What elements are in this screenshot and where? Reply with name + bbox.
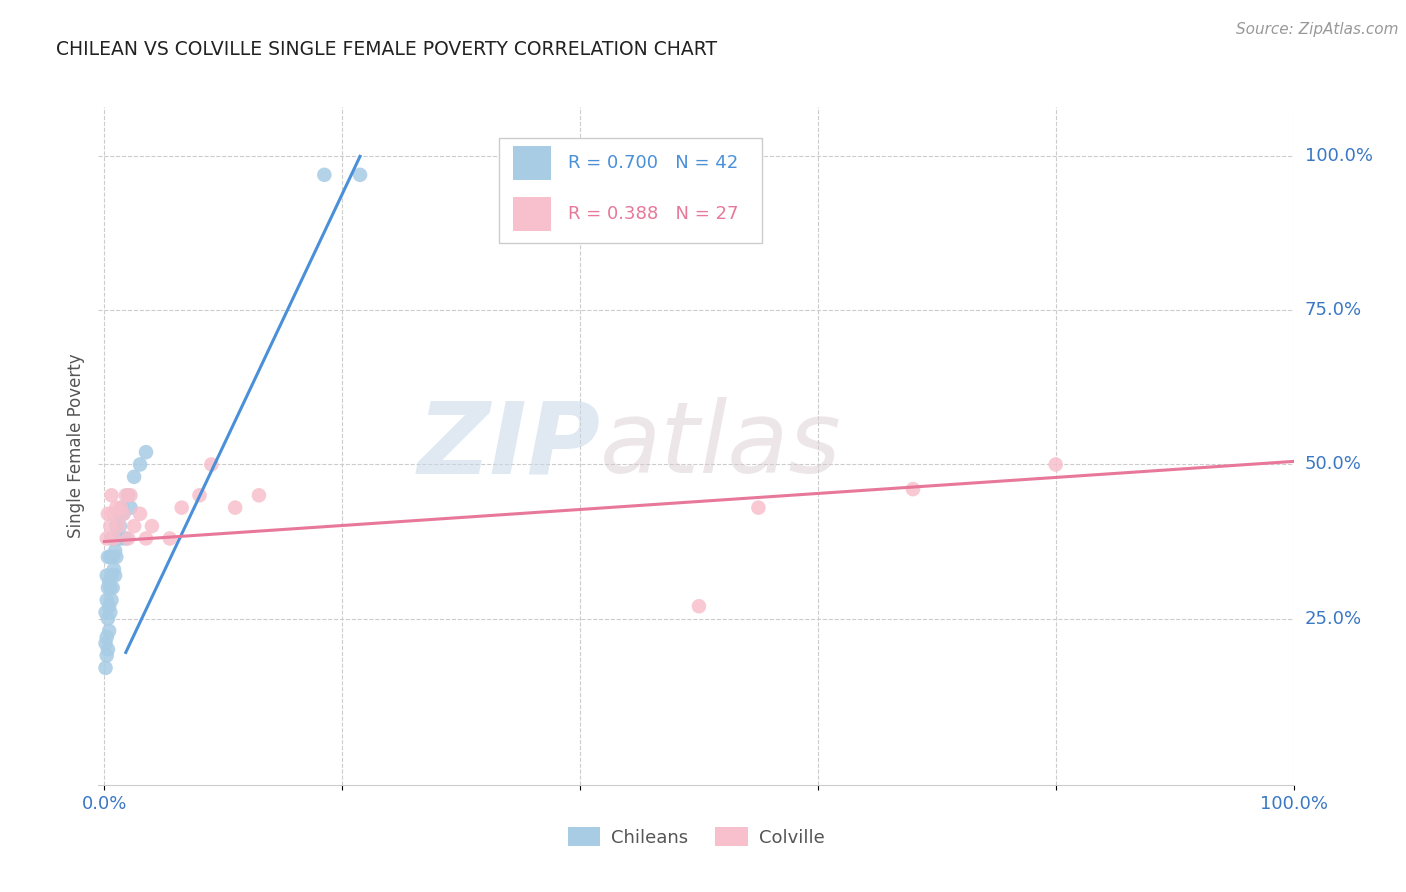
Point bbox=[349, 168, 371, 182]
Point bbox=[114, 488, 136, 502]
Y-axis label: Single Female Poverty: Single Female Poverty bbox=[67, 354, 86, 538]
Point bbox=[111, 500, 134, 515]
Point bbox=[105, 549, 128, 564]
Point bbox=[98, 519, 121, 533]
Point bbox=[100, 568, 122, 582]
Point bbox=[97, 549, 120, 564]
Point bbox=[94, 636, 117, 650]
Point bbox=[688, 599, 710, 614]
Point bbox=[141, 519, 163, 533]
Point bbox=[188, 488, 211, 502]
Point bbox=[101, 549, 124, 564]
Point bbox=[247, 488, 270, 502]
Text: ZIP: ZIP bbox=[418, 398, 600, 494]
Point bbox=[108, 519, 131, 533]
Point bbox=[110, 532, 132, 546]
Point bbox=[117, 488, 139, 502]
Point bbox=[97, 507, 120, 521]
Point bbox=[100, 593, 122, 607]
Point bbox=[103, 562, 125, 576]
FancyBboxPatch shape bbox=[499, 137, 762, 243]
Point bbox=[100, 532, 122, 546]
Point bbox=[96, 593, 118, 607]
Text: Source: ZipAtlas.com: Source: ZipAtlas.com bbox=[1236, 22, 1399, 37]
Point bbox=[112, 507, 135, 521]
Point bbox=[200, 458, 222, 472]
Point bbox=[1045, 458, 1067, 472]
Point bbox=[105, 500, 128, 515]
Point bbox=[112, 507, 135, 521]
Point bbox=[94, 661, 117, 675]
Point bbox=[96, 648, 118, 663]
Point bbox=[98, 599, 121, 614]
Point bbox=[747, 500, 769, 515]
Point bbox=[107, 532, 129, 546]
Point bbox=[110, 500, 132, 515]
Text: atlas: atlas bbox=[600, 398, 842, 494]
Point bbox=[100, 488, 122, 502]
Point bbox=[314, 168, 336, 182]
Point bbox=[98, 606, 121, 620]
Bar bbox=[513, 146, 551, 180]
Text: R = 0.388   N = 27: R = 0.388 N = 27 bbox=[568, 205, 738, 223]
Point bbox=[135, 445, 157, 459]
Text: 25.0%: 25.0% bbox=[1305, 609, 1362, 628]
Point bbox=[98, 581, 121, 595]
Point bbox=[98, 624, 121, 638]
Point bbox=[101, 507, 124, 521]
Point bbox=[135, 532, 157, 546]
Point bbox=[96, 568, 118, 582]
Point bbox=[97, 642, 120, 657]
Point bbox=[97, 581, 120, 595]
Point bbox=[104, 568, 127, 582]
Point bbox=[97, 611, 120, 625]
Point bbox=[103, 532, 125, 546]
Text: 75.0%: 75.0% bbox=[1305, 301, 1362, 319]
Point bbox=[94, 606, 117, 620]
Point bbox=[98, 549, 121, 564]
Point bbox=[901, 482, 924, 496]
Point bbox=[96, 532, 118, 546]
Point bbox=[98, 574, 121, 589]
Point bbox=[224, 500, 246, 515]
Point bbox=[105, 519, 128, 533]
Point bbox=[101, 581, 124, 595]
Text: 50.0%: 50.0% bbox=[1305, 456, 1361, 474]
Point bbox=[103, 532, 125, 546]
Point bbox=[114, 532, 136, 546]
Point bbox=[120, 488, 142, 502]
Bar bbox=[513, 197, 551, 231]
Point bbox=[104, 543, 127, 558]
Text: 100.0%: 100.0% bbox=[1305, 147, 1372, 165]
Point bbox=[107, 507, 129, 521]
Point bbox=[170, 500, 193, 515]
Point bbox=[129, 507, 152, 521]
Point bbox=[122, 470, 145, 484]
Text: R = 0.700   N = 42: R = 0.700 N = 42 bbox=[568, 154, 738, 172]
Point bbox=[96, 630, 118, 644]
Point bbox=[159, 532, 181, 546]
Legend: Chileans, Colville: Chileans, Colville bbox=[561, 820, 831, 854]
Point bbox=[117, 532, 139, 546]
Point bbox=[107, 519, 129, 533]
Point bbox=[122, 519, 145, 533]
Point bbox=[120, 500, 142, 515]
Point bbox=[129, 458, 152, 472]
Text: CHILEAN VS COLVILLE SINGLE FEMALE POVERTY CORRELATION CHART: CHILEAN VS COLVILLE SINGLE FEMALE POVERT… bbox=[56, 40, 717, 59]
